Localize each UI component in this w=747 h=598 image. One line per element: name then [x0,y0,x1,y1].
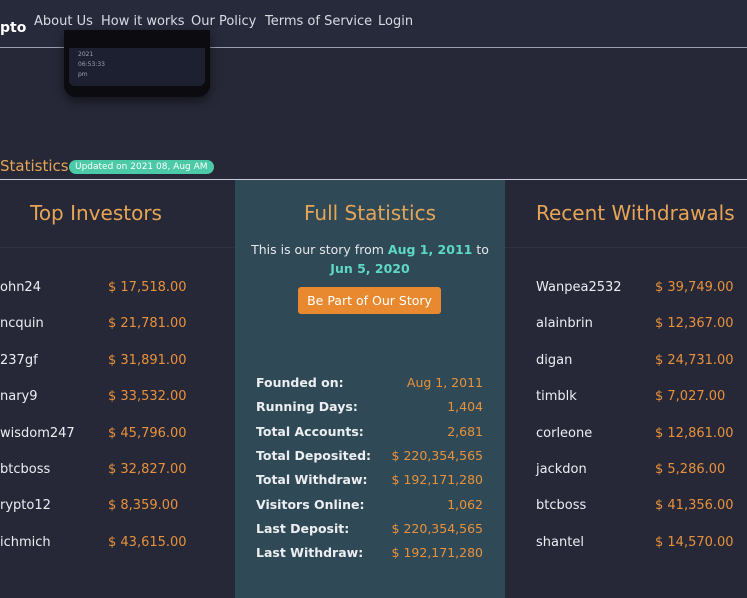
column-title: Full Statistics [304,201,436,225]
stat-label: Last Withdraw: [256,545,364,561]
stat-value: 1,404 [447,399,483,415]
row-amount: $ 21,781.00 [108,316,187,332]
column-title: Top Investors [30,201,162,225]
row-name: nary9 [0,389,38,405]
story-end: Jun 5, 2020 [330,261,410,276]
phone-image [64,30,210,97]
story-start: Aug 1, 2011 [387,242,473,257]
row-name: shantel [536,534,584,550]
nav-link[interactable]: Our Policy [191,14,257,29]
row-amount: $ 33,532.00 [108,389,187,405]
row-amount: $ 32,827.00 [108,462,187,477]
row-amount: $ 12,367.00 [655,316,734,332]
stat-label: Last Deposit: [256,520,350,536]
row-amount: $ 31,891.00 [108,352,187,368]
row-name: timblk [536,389,577,405]
nav-link[interactable]: Login [378,14,414,29]
row-amount: $ 5,286.00 [655,462,726,477]
full-stats-panel [235,180,505,598]
story-button[interactable]: Be Part of Our Story [298,287,441,314]
stat-label: Total Withdraw: [256,472,368,488]
row-name: btcboss [536,498,587,514]
stat-value: 2,681 [447,423,483,439]
nav-divider [0,47,747,48]
phone-line: pm [78,71,88,78]
row-amount: $ 8,359.00 [108,498,179,514]
row-amount: $ 39,749.00 [655,280,734,295]
stat-label: Total Deposited: [256,447,372,463]
updated-badge: Updated on 2021 08, Aug AM [69,160,214,174]
row-amount: $ 14,570.00 [655,534,734,550]
row-name: ichmich [0,534,51,550]
section-divider [0,179,747,180]
row-name: ncquin [0,316,44,332]
stat-value: $ 192,171,280 [391,545,483,561]
nav-link[interactable]: Terms of Service [265,14,373,29]
phone-line: 06:53:33 [78,61,105,68]
stat-label: Visitors Online: [256,496,365,512]
row-name: Wanpea2532 [536,280,622,295]
row-name: rypto12 [0,498,51,514]
row-amount: $ 45,796.00 [108,425,187,441]
stat-value: $ 220,354,565 [391,520,483,536]
stat-label: Total Accounts: [256,423,364,439]
row-amount: $ 41,356.00 [655,498,734,514]
phone-screen [69,48,205,86]
stat-value: Aug 1, 2011 [406,375,483,390]
column-divider [0,247,235,248]
story-prefix: This is our story from [251,242,384,257]
nav-link[interactable]: About Us [34,14,93,29]
row-name: wisdom247 [0,425,75,441]
row-amount: $ 7,027.00 [655,389,726,405]
section-title: Statistics [0,157,69,175]
row-name: 237gf [0,352,38,368]
stat-value: 1,062 [447,496,483,512]
stat-value: $ 220,354,565 [391,447,483,463]
column-title: Recent Withdrawals [536,201,735,225]
logo[interactable]: pto [0,20,27,36]
row-name: corleone [536,425,593,441]
nav-link[interactable]: How it works [101,14,185,29]
stat-label: Founded on: [256,375,344,390]
column-divider [505,247,747,248]
row-name: ohn24 [0,280,41,295]
row-amount: $ 17,518.00 [108,280,187,295]
story-to: to [476,242,489,257]
row-amount: $ 12,861.00 [655,425,734,441]
row-name: alainbrin [536,316,593,332]
story-text: This is our story from Aug 1, 2011 to Ju… [235,240,505,278]
row-name: btcboss [0,462,51,477]
stat-label: Running Days: [256,399,358,415]
row-name: digan [536,352,573,368]
stat-value: $ 192,171,280 [391,472,483,488]
phone-line: 2021 [78,51,94,58]
row-name: jackdon [536,462,587,477]
row-amount: $ 43,615.00 [108,534,187,550]
row-amount: $ 24,731.00 [655,352,734,368]
